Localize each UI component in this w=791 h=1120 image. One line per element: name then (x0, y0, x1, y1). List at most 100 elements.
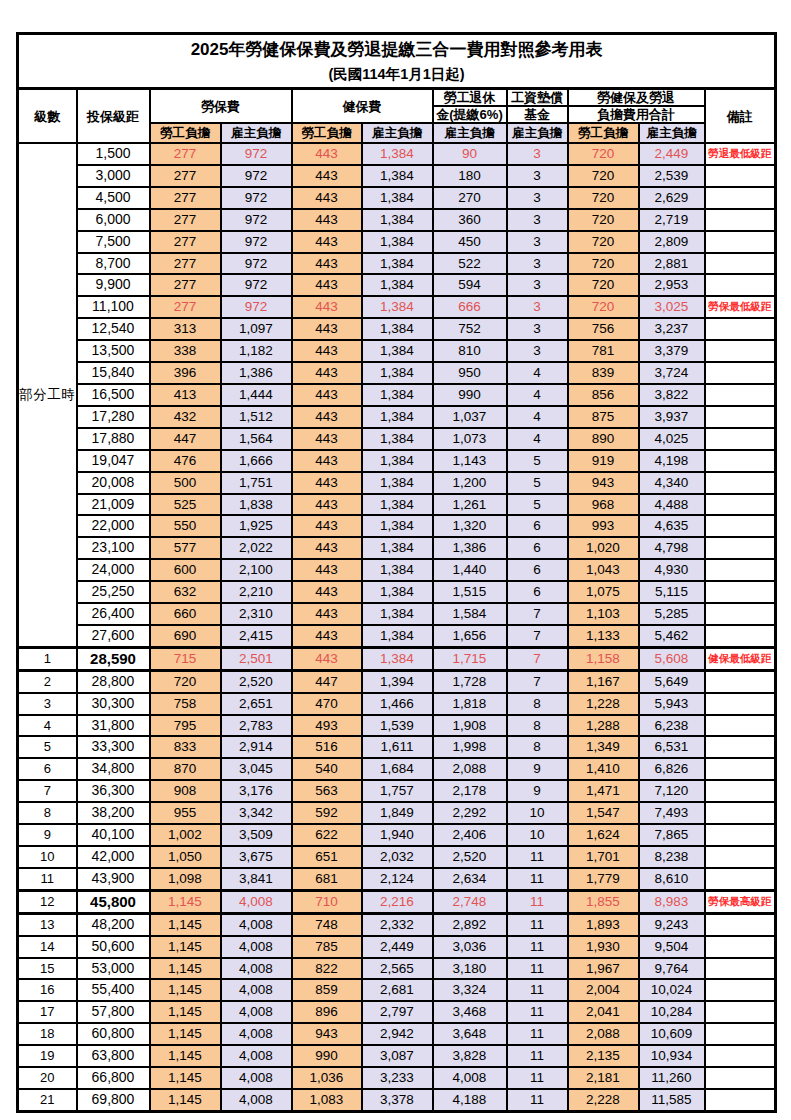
col-header-bracket: 投保級距 (77, 89, 150, 144)
pension-employer-cell: 522 (433, 253, 507, 275)
pension-employer-cell: 1,037 (433, 406, 507, 428)
health-employee-cell: 443 (292, 253, 362, 275)
labor-employee-cell: 577 (150, 537, 221, 559)
health-employer-cell: 2,124 (362, 868, 433, 890)
health-employer-cell: 1,384 (362, 231, 433, 253)
bracket-cell: 66,800 (77, 1067, 150, 1089)
col-header-total-line1: 勞健保及勞退 (568, 89, 705, 107)
level-cell: 18 (18, 1023, 77, 1045)
wage-fund-employer-cell: 11 (507, 868, 568, 890)
total-employer-cell: 5,285 (639, 603, 705, 625)
health-employee-cell: 1,083 (292, 1089, 362, 1111)
wage-fund-employer-cell: 11 (507, 890, 568, 913)
bracket-cell: 19,047 (77, 450, 150, 472)
labor-employee-cell: 277 (150, 231, 221, 253)
health-employee-cell: 443 (292, 494, 362, 516)
pension-employer-cell: 1,073 (433, 428, 507, 450)
labor-employer-cell: 972 (221, 253, 292, 275)
table-row: 1757,8001,1454,0088962,7973,468112,04110… (18, 1001, 776, 1023)
labor-employee-cell: 1,145 (150, 936, 221, 958)
wage-fund-employer-cell: 11 (507, 936, 568, 958)
remark-cell (705, 1089, 776, 1111)
col-header-pension-line2: 金(提繳6%) (433, 106, 507, 123)
level-cell: 2 (18, 670, 77, 692)
total-employee-cell: 2,004 (568, 979, 639, 1001)
pension-employer-cell: 2,634 (433, 868, 507, 890)
remark-cell (705, 670, 776, 692)
health-employee-cell: 681 (292, 868, 362, 890)
wage-fund-employer-cell: 11 (507, 1023, 568, 1045)
total-employee-cell: 781 (568, 340, 639, 362)
total-employer-cell: 2,449 (639, 143, 705, 165)
level-cell: 4 (18, 715, 77, 737)
remark-cell (705, 802, 776, 824)
labor-employee-cell: 1,145 (150, 913, 221, 935)
total-employer-cell: 5,115 (639, 581, 705, 603)
total-employee-cell: 720 (568, 253, 639, 275)
remark-cell (705, 384, 776, 406)
total-employer-cell: 2,539 (639, 165, 705, 187)
health-employer-cell: 3,233 (362, 1067, 433, 1089)
bracket-cell: 11,100 (77, 296, 150, 318)
level-cell: 11 (18, 868, 77, 890)
pension-employer-cell: 3,828 (433, 1045, 507, 1067)
total-employee-cell: 993 (568, 515, 639, 537)
health-employer-cell: 1,384 (362, 472, 433, 494)
remark-cell (705, 603, 776, 625)
total-employer-cell: 8,238 (639, 846, 705, 868)
health-employer-cell: 1,611 (362, 736, 433, 758)
wage-fund-employer-cell: 7 (507, 625, 568, 647)
total-employer-cell: 2,629 (639, 187, 705, 209)
remark-cell (705, 693, 776, 715)
labor-employer-cell: 972 (221, 274, 292, 296)
total-employer-cell: 4,635 (639, 515, 705, 537)
labor-employer-cell: 2,310 (221, 603, 292, 625)
labor-employer-cell: 972 (221, 187, 292, 209)
wage-fund-employer-cell: 3 (507, 187, 568, 209)
bracket-cell: 33,300 (77, 736, 150, 758)
bracket-cell: 34,800 (77, 758, 150, 780)
health-employee-cell: 622 (292, 824, 362, 846)
health-employer-cell: 1,394 (362, 670, 433, 692)
wage-fund-employer-cell: 4 (507, 384, 568, 406)
bracket-cell: 12,540 (77, 318, 150, 340)
total-employer-cell: 4,340 (639, 472, 705, 494)
subheader-labor-employee: 勞工負擔 (150, 123, 221, 143)
total-employee-cell: 1,043 (568, 559, 639, 581)
remark-cell (705, 958, 776, 980)
level-cell: 13 (18, 913, 77, 935)
bracket-cell: 45,800 (77, 890, 150, 913)
health-employee-cell: 710 (292, 890, 362, 913)
pension-employer-cell: 360 (433, 209, 507, 231)
total-employee-cell: 1,288 (568, 715, 639, 737)
table-row: 12,5403131,0974431,38475237563,237 (18, 318, 776, 340)
health-employee-cell: 443 (292, 625, 362, 647)
wage-fund-employer-cell: 3 (507, 296, 568, 318)
pension-employer-cell: 990 (433, 384, 507, 406)
pension-employer-cell: 1,908 (433, 715, 507, 737)
table-row: 3,0002779724431,38418037202,539 (18, 165, 776, 187)
table-row: 1042,0001,0503,6756512,0322,520111,7018,… (18, 846, 776, 868)
remark-cell (705, 1067, 776, 1089)
labor-employee-cell: 690 (150, 625, 221, 647)
remark-cell: 健保最低級距 (705, 647, 776, 670)
pension-employer-cell: 4,188 (433, 1089, 507, 1111)
total-employer-cell: 3,237 (639, 318, 705, 340)
labor-employer-cell: 1,512 (221, 406, 292, 428)
health-employer-cell: 1,384 (362, 647, 433, 670)
health-employer-cell: 1,384 (362, 362, 433, 384)
level-cell: 8 (18, 802, 77, 824)
labor-employer-cell: 4,008 (221, 958, 292, 980)
health-employee-cell: 443 (292, 143, 362, 165)
health-employee-cell: 443 (292, 450, 362, 472)
health-employee-cell: 896 (292, 1001, 362, 1023)
total-employee-cell: 756 (568, 318, 639, 340)
wage-fund-employer-cell: 11 (507, 1089, 568, 1111)
labor-employee-cell: 600 (150, 559, 221, 581)
pension-employer-cell: 1,261 (433, 494, 507, 516)
labor-employee-cell: 1,145 (150, 1023, 221, 1045)
total-employee-cell: 1,133 (568, 625, 639, 647)
level-cell: 5 (18, 736, 77, 758)
labor-employee-cell: 833 (150, 736, 221, 758)
labor-employee-cell: 1,002 (150, 824, 221, 846)
